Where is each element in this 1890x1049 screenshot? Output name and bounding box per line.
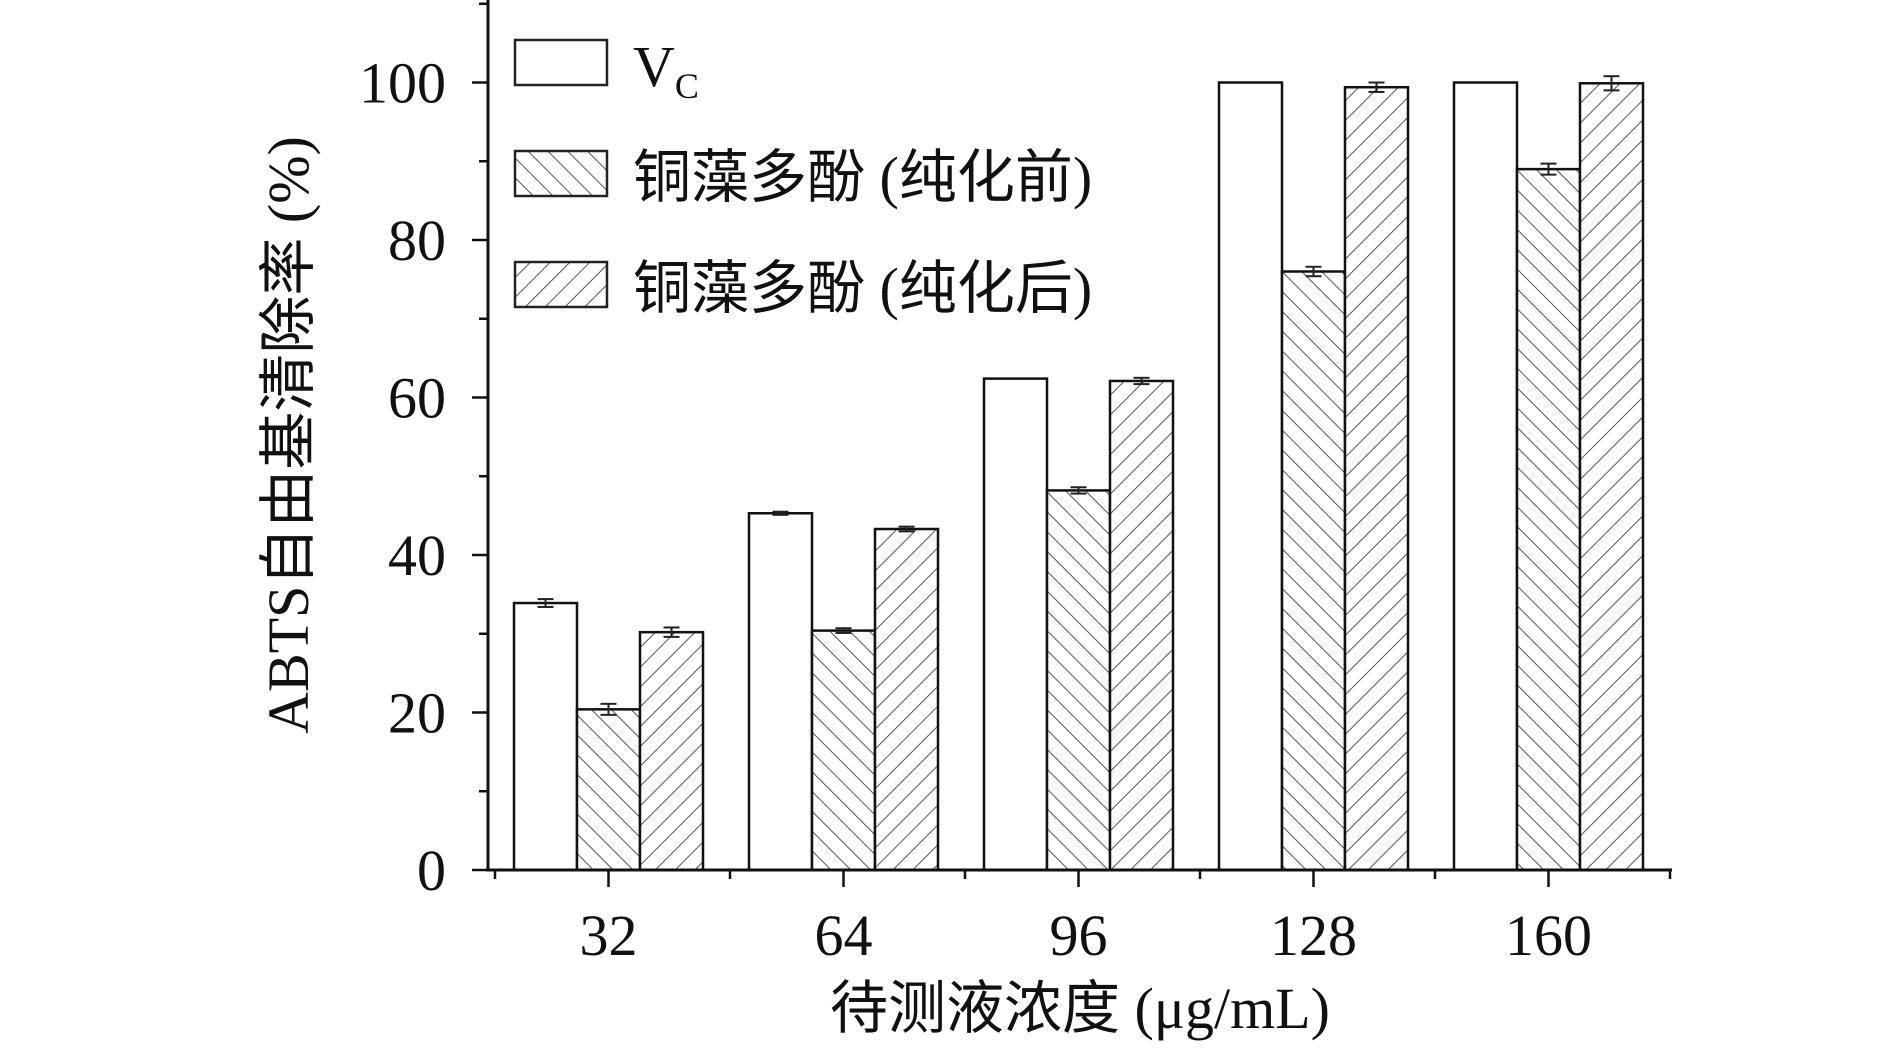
bar-s2-c160 [1578, 82, 1645, 872]
legend-label-vc: VC [633, 34, 699, 106]
x-tick-label-128: 128 [1270, 903, 1357, 968]
bar-s0-c128 [1217, 81, 1284, 872]
error-bar-s2-c96 [1133, 376, 1150, 386]
y-tick-label-0: 0 [417, 838, 446, 903]
bar-s2-c96 [1108, 379, 1175, 872]
bar-s0-c32 [512, 601, 579, 872]
x-tick-label-32: 32 [580, 903, 638, 968]
x-ticks-group: 32 64 96 128 160 [493, 870, 1672, 968]
bar-s1-c96 [1045, 489, 1112, 872]
legend-swatch-after [513, 260, 609, 309]
bar-s2-c64 [873, 527, 940, 872]
error-bar-s1-c160 [1540, 162, 1557, 176]
bar-s0-c64 [747, 512, 814, 872]
error-bar-s2-c128 [1368, 81, 1385, 93]
legend-label-before: 铜藻多酚 (纯化前) [633, 145, 1092, 210]
y-tick-label-80: 80 [388, 208, 446, 273]
bar-s2-c32 [638, 630, 705, 872]
error-bar-s0-c64 [772, 510, 789, 516]
bar-s0-c96 [982, 377, 1049, 872]
bar-s1-c160 [1515, 167, 1582, 872]
error-bar-s0-c32 [537, 598, 554, 608]
x-tick-label-96: 96 [1050, 903, 1108, 968]
bar-s1-c32 [575, 708, 642, 872]
legend-swatch-before [513, 149, 609, 198]
x-axis-label: 待测液浓度 (μg/mL) [830, 976, 1330, 1041]
bar-s1-c128 [1280, 270, 1347, 872]
y-ticks-group: 0 20 40 60 80 100 [359, 2, 488, 903]
bar-s2-c128 [1343, 85, 1410, 872]
legend-swatch-vc [513, 38, 609, 87]
y-axis-label: ABTS自由基清除率 (%) [256, 136, 321, 734]
error-bar-s2-c32 [663, 626, 680, 638]
legend: VC 铜藻多酚 (纯化前) 铜藻多酚 (纯化后) [513, 34, 1092, 321]
error-bar-s1-c96 [1070, 486, 1087, 495]
error-bar-s1-c32 [600, 702, 617, 716]
error-bar-s1-c64 [835, 627, 852, 634]
bar-s1-c64 [810, 629, 877, 872]
legend-label-after: 铜藻多酚 (纯化后) [633, 256, 1092, 321]
legend-label-vc-sub: C [675, 66, 699, 106]
error-bar-s2-c64 [898, 525, 915, 533]
x-tick-label-64: 64 [815, 903, 873, 968]
y-tick-label-40: 40 [388, 523, 446, 588]
y-tick-label-20: 20 [388, 681, 446, 746]
y-tick-label-100: 100 [359, 51, 446, 116]
x-tick-label-160: 160 [1505, 903, 1592, 968]
error-bar-s1-c128 [1305, 265, 1322, 278]
y-tick-label-60: 60 [388, 366, 446, 431]
legend-label-vc-main: V [633, 34, 675, 99]
error-bar-s2-c160 [1603, 75, 1620, 92]
error-bars-group [537, 75, 1620, 716]
bar-s0-c160 [1452, 81, 1519, 872]
bars-group [512, 81, 1645, 872]
